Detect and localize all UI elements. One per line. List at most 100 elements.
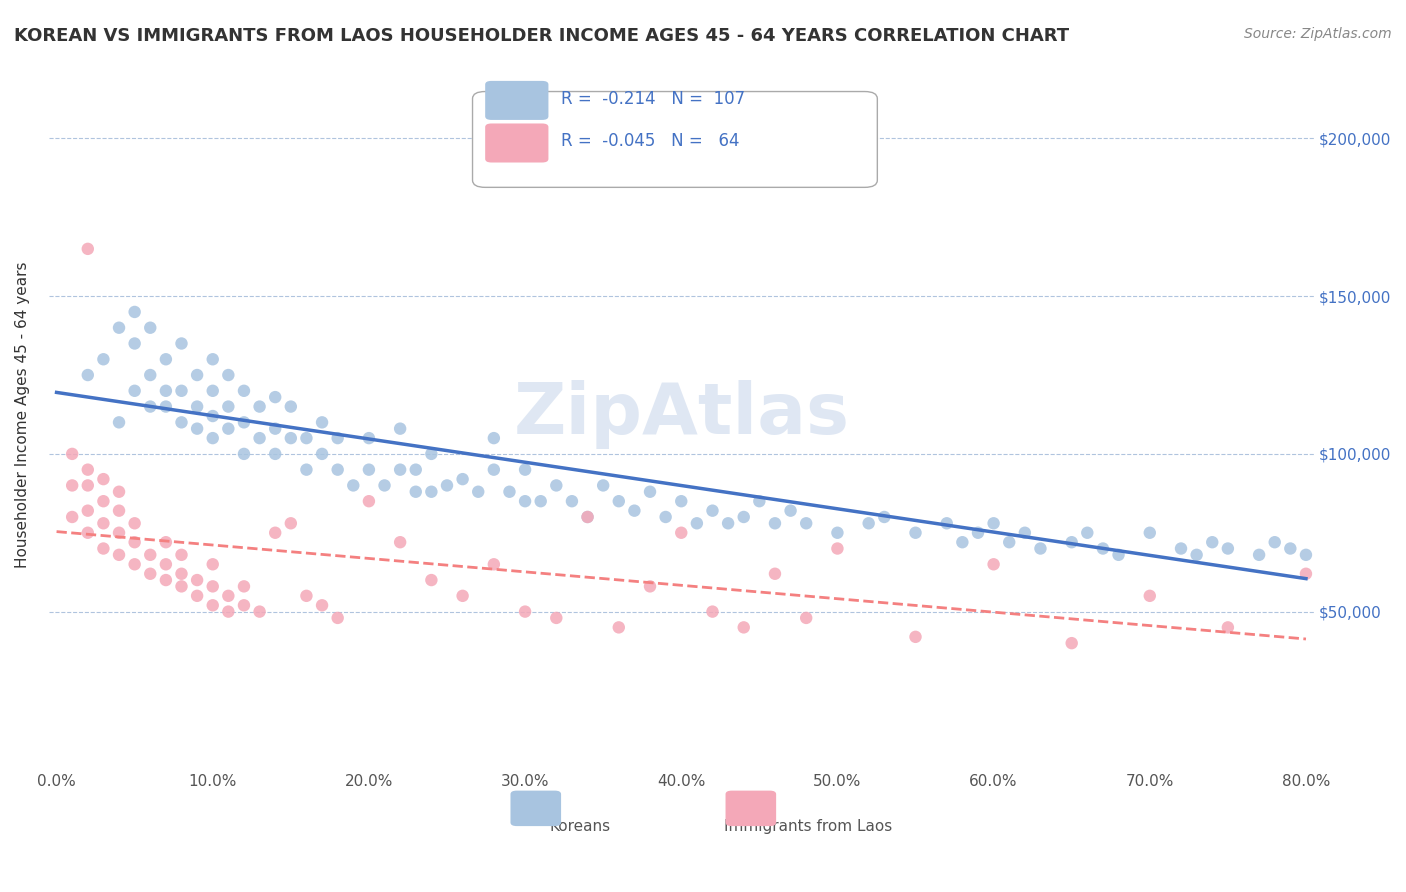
Point	[170, 336, 193, 351]
Point	[763, 516, 786, 531]
Point	[76, 463, 98, 477]
Point	[93, 494, 115, 508]
Point	[405, 463, 427, 477]
Point	[93, 541, 115, 556]
Point	[139, 368, 162, 382]
Point	[186, 400, 208, 414]
FancyBboxPatch shape	[485, 123, 548, 162]
Point	[904, 525, 927, 540]
Point	[124, 558, 146, 572]
Point	[326, 611, 349, 625]
Point	[108, 415, 131, 429]
Point	[873, 510, 896, 524]
Point	[983, 516, 1005, 531]
Point	[60, 510, 83, 524]
Point	[967, 525, 990, 540]
Point	[983, 558, 1005, 572]
Point	[794, 516, 817, 531]
Point	[217, 422, 239, 436]
Point	[1139, 525, 1161, 540]
Point	[357, 494, 380, 508]
Point	[201, 409, 224, 423]
Point	[357, 463, 380, 477]
Point	[623, 503, 645, 517]
Point	[607, 620, 630, 634]
Point	[858, 516, 880, 531]
Point	[280, 400, 302, 414]
Point	[155, 384, 177, 398]
Point	[1405, 548, 1406, 562]
Point	[405, 484, 427, 499]
Point	[93, 516, 115, 531]
Point	[1185, 548, 1208, 562]
Point	[1108, 548, 1130, 562]
Point	[717, 516, 740, 531]
Point	[482, 558, 505, 572]
Point	[280, 516, 302, 531]
Point	[1295, 548, 1317, 562]
Point	[186, 422, 208, 436]
Point	[1170, 541, 1192, 556]
Point	[794, 611, 817, 625]
Point	[233, 599, 256, 613]
Point	[264, 422, 287, 436]
Point	[311, 415, 333, 429]
Point	[1310, 558, 1333, 572]
Point	[108, 548, 131, 562]
Point	[108, 525, 131, 540]
Point	[233, 384, 256, 398]
Point	[1029, 541, 1052, 556]
Point	[592, 478, 614, 492]
Point	[201, 431, 224, 445]
Point	[482, 463, 505, 477]
Point	[170, 566, 193, 581]
Point	[763, 566, 786, 581]
Point	[451, 472, 474, 486]
Point	[1060, 535, 1083, 549]
Point	[233, 447, 256, 461]
Point	[1139, 589, 1161, 603]
Point	[264, 390, 287, 404]
Point	[546, 478, 568, 492]
FancyBboxPatch shape	[510, 790, 561, 826]
Point	[295, 463, 318, 477]
Point	[155, 558, 177, 572]
Point	[389, 422, 412, 436]
Point	[498, 484, 520, 499]
Point	[513, 605, 536, 619]
Point	[1372, 558, 1395, 572]
FancyBboxPatch shape	[472, 92, 877, 187]
Point	[249, 431, 271, 445]
Point	[233, 579, 256, 593]
Point	[170, 384, 193, 398]
Point	[576, 510, 599, 524]
Point	[124, 336, 146, 351]
Point	[311, 447, 333, 461]
Point	[607, 494, 630, 508]
Point	[326, 463, 349, 477]
Point	[201, 599, 224, 613]
Point	[108, 320, 131, 334]
Point	[530, 494, 553, 508]
Point	[1014, 525, 1036, 540]
Point	[389, 463, 412, 477]
Point	[702, 605, 724, 619]
Point	[139, 400, 162, 414]
Point	[217, 605, 239, 619]
Point	[748, 494, 770, 508]
Point	[295, 589, 318, 603]
Point	[264, 525, 287, 540]
Point	[139, 548, 162, 562]
Point	[1249, 548, 1271, 562]
Point	[186, 573, 208, 587]
Point	[1341, 541, 1364, 556]
Point	[998, 535, 1021, 549]
Point	[201, 352, 224, 367]
Point	[170, 548, 193, 562]
Point	[155, 535, 177, 549]
Point	[217, 368, 239, 382]
Point	[124, 384, 146, 398]
Point	[60, 447, 83, 461]
Point	[546, 611, 568, 625]
Point	[1295, 566, 1317, 581]
